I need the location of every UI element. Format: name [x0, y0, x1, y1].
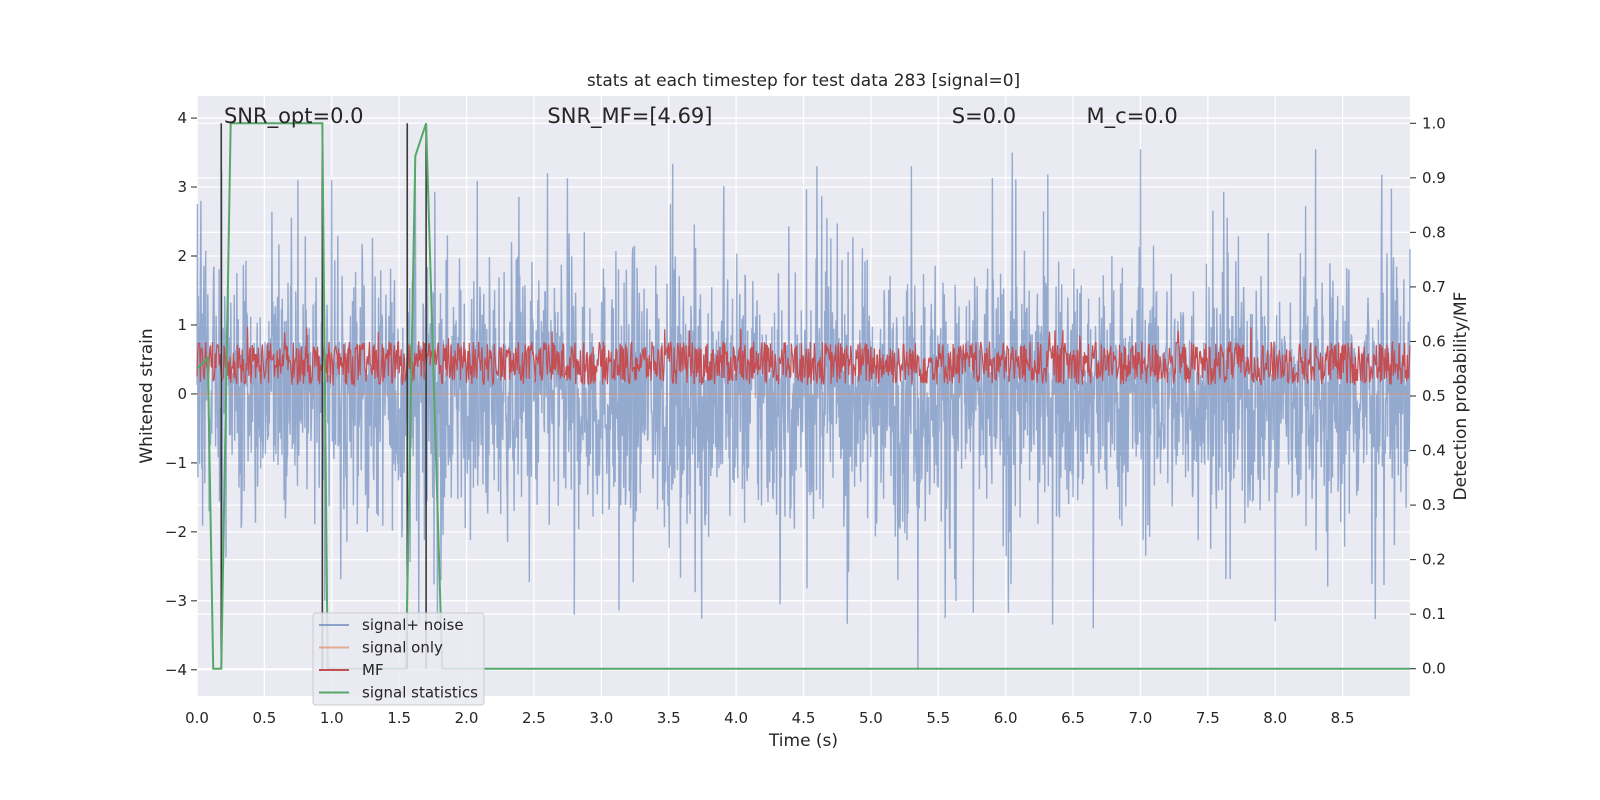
y-tick-label: −2: [165, 523, 187, 541]
y2-tick-label: 0.1: [1422, 605, 1446, 623]
stat-annotation: SNR_opt=0.0: [224, 104, 364, 129]
y2-tick-label: 0.7: [1422, 278, 1446, 296]
y2-tick-label: 0.4: [1422, 442, 1446, 460]
legend-label: signal+ noise: [362, 616, 464, 634]
series-signal-statistics-line: [196, 122, 1410, 670]
y-axis-label: Whitened strain: [137, 328, 157, 463]
y2-tick-label: 0.0: [1422, 660, 1446, 678]
legend: signal+ noise signal only MF signal statist…: [312, 612, 485, 706]
y2-tick-label: 0.9: [1422, 169, 1446, 187]
legend-label: signal statistics: [362, 684, 478, 702]
x-tick-label: 8.5: [1331, 709, 1355, 727]
x-tick-label: 6.5: [1061, 709, 1085, 727]
y-tick-label: 4: [177, 109, 187, 127]
x-tick-label: 7.5: [1196, 709, 1220, 727]
legend-label: MF: [362, 661, 384, 679]
x-tick-label: 3.5: [657, 709, 681, 727]
stat-annotation: SNR_MF=[4.69]: [547, 104, 712, 129]
y-tick-label: 3: [177, 178, 187, 196]
x-tick-label: 2.0: [455, 709, 479, 727]
y-tick-label: 2: [177, 247, 187, 265]
y2-tick-label: 0.6: [1422, 332, 1446, 350]
x-tick-label: 0.0: [185, 709, 209, 727]
ticks-layer: 0.0 0.5 1.0 1.5 2.0 2.5 3.0 3.5 4.0 4.5 5.0 5.5 6.0 6…: [165, 109, 1446, 727]
x-tick-label: 7.0: [1129, 709, 1153, 727]
x-tick-label: 1.0: [320, 709, 344, 727]
series-layer: [196, 122, 1411, 670]
x-tick-label: 5.0: [859, 709, 883, 727]
y2-axis-label: Detection probability/MF: [1451, 292, 1471, 501]
annotations: SNR_opt=0.0 SNR_MF=[4.69] S=0.0 M_c=0.0: [224, 104, 1178, 129]
series-signal-noise-line: [196, 149, 1411, 670]
x-tick-label: 1.5: [387, 709, 411, 727]
y2-tick-label: 0.3: [1422, 496, 1446, 514]
x-tick-label: 6.0: [994, 709, 1018, 727]
y2-tick-label: 1.0: [1422, 114, 1446, 132]
y-tick-label: 0: [177, 385, 187, 403]
x-tick-label: 8.0: [1263, 709, 1287, 727]
y-tick-label: −3: [165, 592, 187, 610]
x-tick-label: 0.5: [252, 709, 276, 727]
y2-tick-label: 0.2: [1422, 551, 1446, 569]
stat-annotation: M_c=0.0: [1087, 104, 1178, 129]
y-tick-label: −4: [165, 661, 187, 679]
x-tick-label: 4.5: [792, 709, 816, 727]
x-tick-label: 4.0: [724, 709, 748, 727]
legend-label: signal only: [362, 639, 443, 657]
series-mf-line: [196, 326, 1411, 388]
legend-box: [312, 612, 485, 706]
x-tick-label: 2.5: [522, 709, 546, 727]
chart-title: stats at each timestep for test data 283…: [587, 71, 1020, 91]
x-axis-label: Time (s): [768, 731, 838, 751]
x-tick-label: 3.0: [589, 709, 613, 727]
y-tick-label: −1: [165, 454, 187, 472]
y2-tick-label: 0.8: [1422, 223, 1446, 241]
y2-tick-label: 0.5: [1422, 387, 1446, 405]
stat-annotation: S=0.0: [952, 104, 1016, 128]
y-tick-label: 1: [177, 316, 187, 334]
x-tick-label: 5.5: [926, 709, 950, 727]
